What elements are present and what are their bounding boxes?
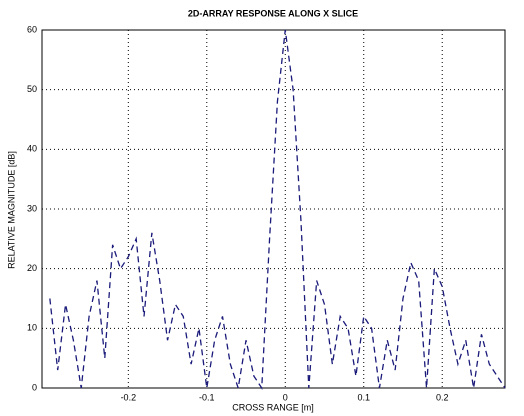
x-tick-label: -0.2 [121, 392, 137, 402]
plot-frame [41, 29, 506, 389]
y-tick-label: 30 [27, 203, 37, 213]
y-tick-label: 40 [27, 144, 37, 154]
y-tick-label: 10 [27, 323, 37, 333]
y-tick-label: 0 [32, 382, 37, 392]
y-tick-label: 50 [27, 84, 37, 94]
x-axis-label: CROSS RANGE [m] [232, 402, 314, 412]
x-tick-label: 0.1 [357, 392, 370, 402]
data-line [49, 29, 506, 391]
x-tick-label: 0.2 [436, 392, 449, 402]
y-tick-label: 60 [27, 24, 37, 34]
x-tick-label: 0 [283, 392, 288, 402]
x-tick-label: -0.1 [199, 392, 215, 402]
y-tick-label: 20 [27, 263, 37, 273]
chart-title: 2D-ARRAY RESPONSE ALONG X SLICE [188, 8, 358, 18]
y-axis-label: RELATIVE MAGNITUDE [dB] [6, 151, 16, 269]
